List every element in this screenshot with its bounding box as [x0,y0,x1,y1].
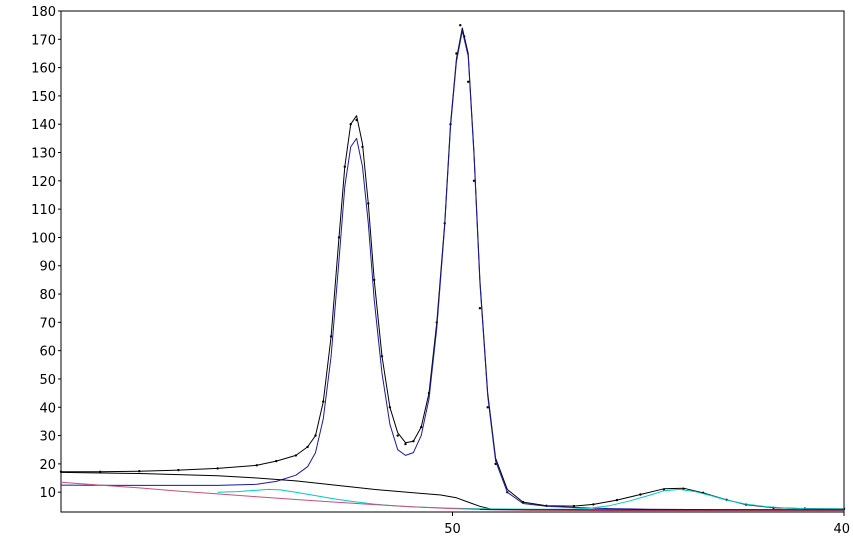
data-point [486,406,489,409]
data-point [472,179,476,182]
data-point [404,442,407,446]
y-tick-label: 90 [39,260,56,275]
x-axis: 50 40 [444,512,850,537]
series-layer [59,24,846,512]
y-tick-label: 20 [39,458,56,473]
y-tick-label: 70 [39,316,56,331]
x-tick-label: 50 [444,522,461,537]
y-tick-label: 130 [31,147,56,162]
y-tick-label: 140 [31,118,56,133]
data-point [459,24,462,27]
y-tick-label: 100 [31,231,56,246]
y-tick-label: 150 [31,90,56,105]
y-tick-label: 80 [39,288,56,303]
plot-area [60,10,845,513]
data-point [478,307,482,310]
data-point [396,434,399,437]
y-axis: 10 20 30 40 50 60 70 80 90 100 110 120 130 140 150 160 1… [31,5,61,501]
y-tick-label: 50 [39,373,56,388]
y-tick-label: 160 [31,62,56,77]
x-tick-label: 40 [833,522,850,537]
y-tick-label: 170 [31,33,56,48]
series-line-5 [60,481,844,512]
y-tick-label: 180 [31,5,56,20]
y-tick-label: 60 [39,345,56,360]
y-tick-label: 120 [31,175,56,190]
data-point [467,80,470,84]
series-line-2 [60,30,844,511]
y-tick-label: 110 [31,203,56,218]
y-tick-label: 40 [39,401,56,416]
y-tick-label: 10 [39,486,56,501]
series-line-1 [61,27,845,510]
y-tick-label: 30 [39,430,56,445]
